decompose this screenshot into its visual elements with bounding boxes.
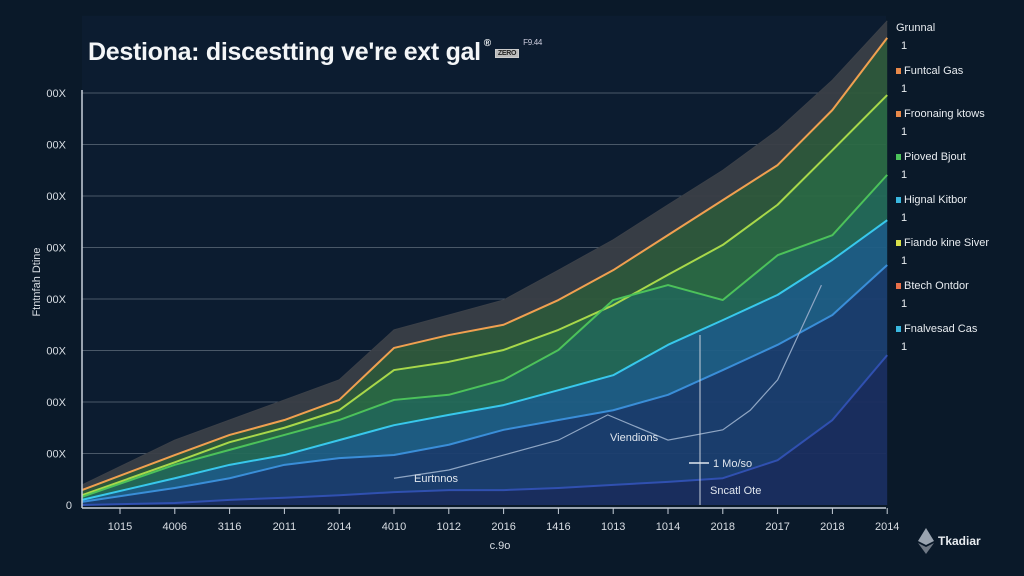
legend-swatch — [896, 111, 901, 117]
legend-swatch — [896, 240, 901, 246]
legend-value: 1 — [901, 212, 908, 224]
legend-item: Fnalvesad Cas 1 — [896, 323, 1024, 366]
logo-text: Tkadiar — [938, 534, 981, 548]
y-tick-label: 00X — [46, 243, 66, 255]
title-suffix: F9.44 — [523, 38, 543, 47]
x-tick-label: 2016 — [491, 521, 515, 533]
legend-label: Funtcal Gas — [904, 65, 964, 77]
y-tick-label: 00X — [46, 449, 66, 461]
legend-item: Btech Ontdor 1 — [896, 280, 1024, 323]
legend-swatch — [896, 283, 901, 289]
legend-item: Grunnal 1 — [896, 22, 1024, 65]
series-area-2 — [82, 95, 888, 497]
y-tick-label: 00X — [46, 294, 66, 306]
x-tick-label: 1013 — [601, 521, 625, 533]
legend-item: Hignal Kitbor 1 — [896, 194, 1024, 237]
legend-swatch — [896, 68, 901, 74]
chart-annotation: Eurtnnos — [414, 473, 459, 485]
legend-value: 1 — [901, 169, 908, 181]
x-tick-label: 1012 — [437, 521, 461, 533]
legend-item: Funtcal Gas 1 — [896, 65, 1024, 108]
legend: Grunnal 1 Funtcal Gas 1 Froonaing ktows 1 Piov… — [896, 22, 1024, 366]
legend-label: Grunnal — [896, 22, 936, 34]
x-tick-label: 2011 — [273, 521, 297, 533]
legend-item: Fiando kine Siver 1 — [896, 237, 1024, 280]
y-tick-label: 00X — [46, 397, 66, 409]
series-area-4 — [82, 220, 888, 502]
title-badge: ZERO — [494, 48, 520, 58]
series-area-5 — [82, 265, 888, 505]
series-line-5 — [81, 264, 888, 503]
legend-value: 1 — [901, 83, 908, 95]
y-tick-label: 00X — [46, 88, 66, 100]
legend-item: Pioved Bjout 1 — [896, 151, 1024, 194]
legend-swatch — [896, 154, 901, 160]
legend-value: 1 — [901, 126, 908, 138]
ethereum-diamond-icon — [918, 528, 934, 554]
logo: Tkadiar — [918, 528, 981, 554]
legend-value: 1 — [901, 255, 908, 267]
chart-annotation: Sncatl Ote — [710, 485, 761, 497]
series-line-4 — [81, 219, 888, 501]
series-line-6 — [81, 354, 888, 506]
x-tick-label: 1015 — [108, 521, 132, 533]
x-axis-label: c.9o — [490, 540, 511, 552]
y-axis-label: Ftntnfah Dtine — [31, 247, 43, 316]
series-line-2 — [81, 94, 888, 497]
legend-label: Pioved Bjout — [904, 151, 966, 163]
legend-label: Fiando kine Siver — [904, 237, 989, 249]
title-mark: ® — [483, 38, 491, 49]
legend-value: 1 — [901, 40, 908, 52]
series-line-3 — [81, 174, 888, 498]
series-line-1 — [81, 37, 888, 492]
legend-label: Hignal Kitbor — [904, 194, 967, 206]
legend-item: Froonaing ktows 1 — [896, 108, 1024, 151]
x-tick-label: 3116 — [218, 521, 242, 533]
chart-annotation: Viendions — [610, 432, 659, 444]
x-tick-label: 4006 — [163, 521, 187, 533]
chart-annotation: 1 Mo/so — [713, 458, 752, 470]
x-tick-label: 2017 — [765, 521, 789, 533]
y-tick-label: 00X — [46, 191, 66, 203]
x-tick-label: 1014 — [656, 521, 680, 533]
x-tick-label: 4010 — [382, 521, 406, 533]
annotation-line — [393, 284, 822, 479]
x-tick-label: 2018 — [711, 521, 735, 533]
chart-title: Destiona: discestting ve're ext gal ®ZERO… — [88, 38, 542, 67]
legend-value: 1 — [901, 298, 908, 310]
legend-swatch — [896, 326, 901, 332]
x-tick-label: 2018 — [820, 521, 844, 533]
legend-value: 1 — [901, 341, 908, 353]
y-tick-label: 0 — [66, 500, 72, 512]
x-tick-label: 2014 — [875, 521, 899, 533]
title-text: Destiona: discestting ve're ext gal — [88, 38, 481, 66]
legend-swatch — [896, 197, 901, 203]
y-tick-label: 00X — [46, 140, 66, 152]
legend-label: Btech Ontdor — [904, 280, 969, 292]
series-line-0 — [81, 20, 888, 486]
legend-label: Fnalvesad Cas — [904, 323, 978, 335]
x-tick-label: 2014 — [327, 521, 351, 533]
y-tick-label: 00X — [46, 346, 66, 358]
series-area-6 — [82, 355, 888, 505]
legend-label: Froonaing ktows — [904, 108, 985, 120]
x-tick-label: 1416 — [546, 521, 570, 533]
